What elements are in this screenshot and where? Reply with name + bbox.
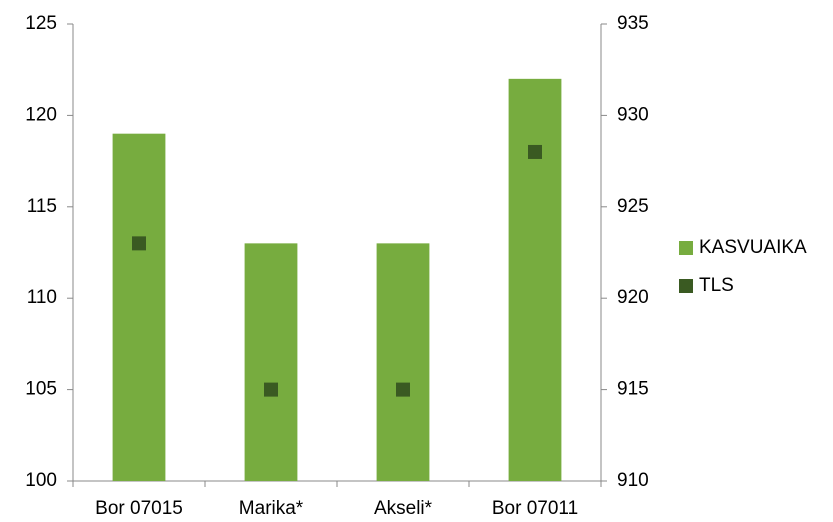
legend-label: TLS <box>699 275 734 296</box>
x-tick-label: Marika* <box>239 498 304 519</box>
y2-tick-label: 920 <box>617 287 649 308</box>
x-tick-label: Bor 07015 <box>95 498 183 519</box>
y-tick-label: 100 <box>25 470 57 491</box>
y-tick-label: 105 <box>25 379 57 400</box>
legend-label: KASVUAIKA <box>699 237 807 258</box>
y-tick-label: 120 <box>25 104 57 125</box>
legend-swatch <box>679 241 693 255</box>
y-tick-label: 125 <box>25 13 57 34</box>
bar <box>244 243 298 481</box>
y2-tick-label: 910 <box>617 470 649 491</box>
marker <box>528 144 542 159</box>
bar <box>508 78 562 481</box>
y2-tick-label: 925 <box>617 196 649 217</box>
x-tick-label: Bor 07011 <box>492 498 578 519</box>
y2-tick-label: 915 <box>617 379 649 400</box>
bar <box>376 243 430 481</box>
y-tick-label: 110 <box>27 287 57 308</box>
y-tick-label: 115 <box>27 196 57 217</box>
marker <box>264 382 278 397</box>
bar <box>112 133 166 481</box>
y2-tick-label: 935 <box>617 13 649 34</box>
marker <box>132 236 146 251</box>
y2-tick-label: 930 <box>617 104 649 125</box>
marker <box>396 382 410 397</box>
legend-swatch <box>679 279 693 293</box>
x-tick-label: Akseli* <box>374 498 433 519</box>
